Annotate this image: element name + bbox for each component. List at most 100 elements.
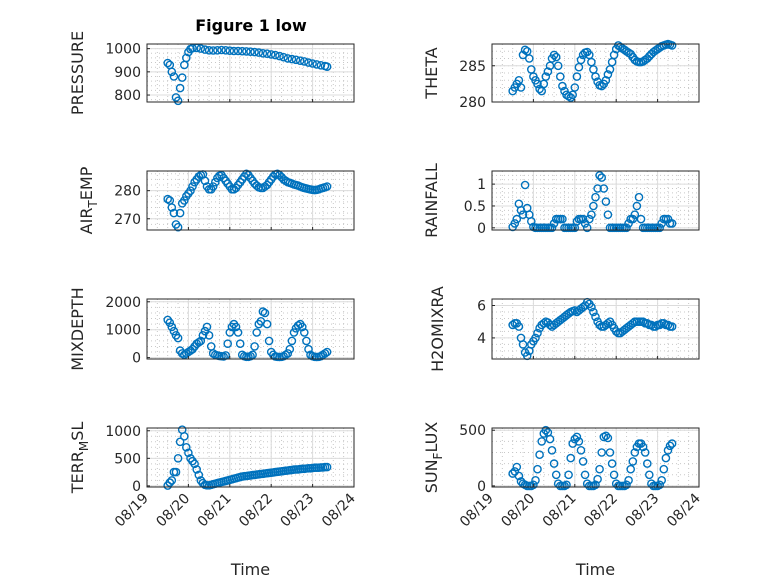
data-point xyxy=(535,84,544,94)
data-point xyxy=(302,336,311,346)
data-point xyxy=(628,457,638,466)
subplot-7: 0 500 1000 08/19 08/20 08/21 08/22 08/23 08/24 Ti… xyxy=(68,422,359,579)
data-point xyxy=(667,322,677,331)
data-point xyxy=(574,437,584,446)
data-point xyxy=(591,480,600,490)
data-point xyxy=(188,182,197,191)
data-point xyxy=(179,431,189,441)
data-point xyxy=(551,52,561,62)
data-point xyxy=(655,480,665,490)
data-point xyxy=(562,480,571,490)
data-point xyxy=(204,46,214,55)
data-point xyxy=(283,349,293,358)
y-tick-label: 285 xyxy=(459,59,486,75)
data-point xyxy=(553,61,563,71)
data-point xyxy=(208,182,218,191)
data-point xyxy=(551,470,561,480)
data-point xyxy=(291,55,301,65)
data-point xyxy=(173,453,183,463)
data-point xyxy=(549,459,559,468)
data-point xyxy=(622,480,631,490)
axes-box xyxy=(146,170,355,231)
data-point xyxy=(589,65,598,74)
data-point xyxy=(304,344,313,354)
data-point xyxy=(184,448,193,458)
data-point xyxy=(173,333,183,343)
x-tick-label: 08/23 xyxy=(623,491,663,531)
data-point xyxy=(543,67,553,76)
data-point xyxy=(299,328,309,337)
data-point xyxy=(198,330,208,340)
subplot-2: 280 285 THETA xyxy=(422,39,700,111)
data-point xyxy=(165,318,175,328)
data-point xyxy=(667,219,677,228)
y-tick-label: 500 xyxy=(459,423,486,439)
data-point xyxy=(210,177,220,187)
x-tick-label: 08/20 xyxy=(153,491,193,531)
y-axis-label: MIXDEPTH xyxy=(68,287,87,370)
axes-box xyxy=(146,298,355,360)
data-point xyxy=(665,441,675,451)
data-point xyxy=(630,210,640,219)
data-point xyxy=(585,214,594,224)
data-point xyxy=(572,72,582,81)
data-point xyxy=(169,208,179,218)
data-point xyxy=(163,58,172,68)
data-point xyxy=(541,425,551,435)
data-point xyxy=(186,186,195,195)
data-point xyxy=(171,467,181,477)
data-point xyxy=(632,201,642,211)
y-tick-label: 1000 xyxy=(105,424,141,440)
data-point xyxy=(597,81,607,91)
data-point xyxy=(283,54,293,63)
data-point xyxy=(169,72,179,81)
data-point xyxy=(587,57,596,67)
data-point xyxy=(611,327,621,336)
data-point xyxy=(570,83,580,92)
data-point xyxy=(643,459,652,468)
x-tick-label: 08/20 xyxy=(498,491,538,531)
data-point xyxy=(167,67,177,77)
data-point xyxy=(322,347,332,357)
data-point xyxy=(518,210,528,219)
data-point xyxy=(514,322,524,331)
data-point xyxy=(165,478,175,487)
data-point xyxy=(593,474,602,484)
data-point xyxy=(250,342,259,351)
data-point xyxy=(242,47,251,56)
data-point xyxy=(578,457,588,466)
data-point xyxy=(231,322,241,332)
data-point xyxy=(235,339,245,349)
data-point xyxy=(196,336,206,346)
data-point xyxy=(537,437,547,446)
data-point xyxy=(663,445,673,455)
data-point xyxy=(175,83,185,93)
data-point xyxy=(578,214,588,224)
data-point xyxy=(237,46,247,56)
data-point xyxy=(179,196,189,205)
y-tick-label: 6 xyxy=(477,298,486,314)
data-point xyxy=(609,470,619,480)
data-point xyxy=(564,470,573,480)
x-tick-label: 08/22 xyxy=(581,491,621,531)
data-point xyxy=(547,445,557,455)
y-tick-label: 2000 xyxy=(105,295,141,311)
data-point xyxy=(308,59,317,68)
data-point xyxy=(264,336,274,346)
data-point xyxy=(582,223,592,233)
axes-box xyxy=(491,170,700,231)
data-point xyxy=(599,184,609,193)
data-point xyxy=(535,450,544,460)
data-point xyxy=(661,453,671,463)
figure-title: Figure 1 low xyxy=(195,16,307,35)
data-point xyxy=(549,50,559,60)
data-point xyxy=(225,46,235,56)
data-point xyxy=(591,312,600,322)
data-point xyxy=(312,60,322,69)
data-point xyxy=(601,431,611,441)
data-point xyxy=(527,216,536,226)
data-point xyxy=(655,320,665,330)
data-point xyxy=(628,214,638,224)
data-point xyxy=(601,76,611,85)
